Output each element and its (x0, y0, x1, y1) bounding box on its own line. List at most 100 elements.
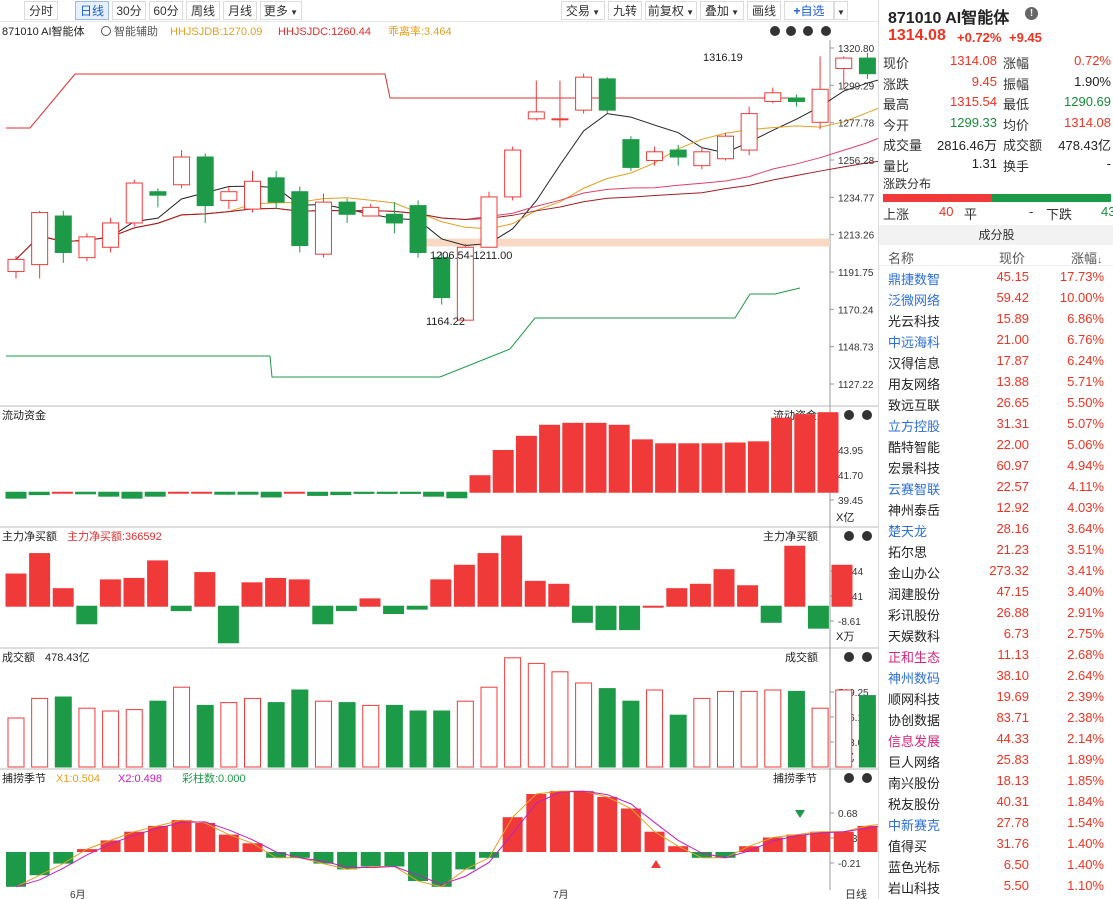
stock-row[interactable]: 南兴股份 18.13 1.85% (879, 771, 1113, 792)
stock-row[interactable]: 天娱数科 6.73 2.75% (879, 624, 1113, 645)
stock-name[interactable]: 致远互联 (888, 398, 941, 413)
draw-button[interactable]: 画线 (747, 1, 781, 20)
chart-area[interactable]: 871010 AI智能体 智能辅助 HHJSJDB:1270.09 HHJSJD… (0, 22, 878, 899)
stock-name[interactable]: 协创数据 (888, 713, 941, 728)
stock-row[interactable]: 金山办公 273.32 3.41% (879, 561, 1113, 582)
stock-name[interactable]: 岩山科技 (888, 881, 941, 896)
settings-icon[interactable] (862, 531, 872, 541)
stock-name[interactable]: 天娱数科 (888, 629, 941, 644)
stock-row[interactable]: 值得买 31.76 1.40% (879, 834, 1113, 855)
turnover-bar (291, 689, 309, 768)
stock-name[interactable]: 拓尔思 (888, 545, 928, 560)
stock-name[interactable]: 中远海科 (888, 335, 941, 350)
adjust-button[interactable]: 前复权 ▼ (645, 1, 697, 20)
stock-row[interactable]: 云赛智联 22.57 4.11% (879, 477, 1113, 498)
stock-row[interactable]: 润建股份 47.15 3.40% (879, 582, 1113, 603)
help-icon[interactable] (844, 773, 854, 783)
tab-intraday[interactable]: 分时 (24, 1, 58, 20)
stock-name[interactable]: 汉得信息 (888, 356, 941, 371)
stock-name[interactable]: 金山办公 (888, 566, 941, 581)
turnover-bar (693, 697, 711, 768)
stock-name[interactable]: 用友网络 (888, 377, 941, 392)
tab-weekly[interactable]: 周线 (186, 1, 220, 20)
tab-more[interactable]: 更多 ▼ (260, 1, 302, 20)
stock-name[interactable]: 神州泰岳 (888, 503, 941, 518)
season-bar (431, 852, 452, 887)
stock-row[interactable]: 神州泰岳 12.92 4.03% (879, 498, 1113, 519)
stock-row[interactable]: 楚天龙 28.16 3.64% (879, 519, 1113, 540)
stock-row[interactable]: 蓝色光标 6.50 1.40% (879, 855, 1113, 876)
settings-icon[interactable] (862, 652, 872, 662)
stock-name[interactable]: 信息发展 (888, 734, 941, 749)
stock-row[interactable]: 协创数据 83.71 2.38% (879, 708, 1113, 729)
stock-row[interactable]: 宏景科技 60.97 4.94% (879, 456, 1113, 477)
stock-name[interactable]: 顺网科技 (888, 692, 941, 707)
watchlist-dropdown[interactable]: ▼ (834, 1, 848, 20)
stock-name[interactable]: 楚天龙 (888, 524, 928, 539)
stock-name[interactable]: 鼎捷数智 (888, 272, 941, 287)
tab-30min[interactable]: 30分 (112, 1, 146, 20)
stock-name[interactable]: 彩讯股份 (888, 608, 941, 623)
help-icon[interactable] (844, 410, 854, 420)
settings-icon[interactable] (862, 410, 872, 420)
info-icon[interactable]: ! (1025, 7, 1038, 20)
col-price[interactable]: 现价 (999, 251, 1026, 266)
tab-monthly[interactable]: 月线 (223, 1, 257, 20)
stock-row[interactable]: 酷特智能 22.00 5.06% (879, 435, 1113, 456)
stock-name[interactable]: 神州数码 (888, 671, 941, 686)
col-name[interactable]: 名称 (888, 251, 915, 266)
stock-row[interactable]: 信息发展 44.33 2.14% (879, 729, 1113, 750)
season-bar (100, 840, 121, 852)
stock-row[interactable]: 彩讯股份 26.88 2.91% (879, 603, 1113, 624)
stock-row[interactable]: 立方控股 31.31 5.07% (879, 414, 1113, 435)
stock-row[interactable]: 拓尔思 21.23 3.51% (879, 540, 1113, 561)
stock-row[interactable]: 岩山科技 5.50 1.10% (879, 876, 1113, 897)
help-icon[interactable] (844, 652, 854, 662)
stock-name[interactable]: 光云科技 (888, 314, 941, 329)
zoom-out-icon[interactable] (786, 26, 796, 36)
help-icon[interactable] (821, 26, 831, 36)
stock-row[interactable]: 中新赛克 27.78 1.54% (879, 813, 1113, 834)
stock-name[interactable]: 正和生态 (888, 650, 941, 665)
stock-row[interactable]: 神州数码 38.10 2.64% (879, 666, 1113, 687)
stock-name[interactable]: 泛微网络 (888, 293, 941, 308)
stock-row[interactable]: 巨人网络 25.83 1.89% (879, 750, 1113, 771)
stock-row[interactable]: 正和生态 11.13 2.68% (879, 645, 1113, 666)
stock-name[interactable]: 税友股份 (888, 797, 941, 812)
stock-row[interactable]: 泛微网络 59.42 10.00% (879, 288, 1113, 309)
stock-row[interactable]: 光云科技 15.89 6.86% (879, 309, 1113, 330)
turnover-bar (196, 704, 214, 768)
stock-name[interactable]: 巨人网络 (888, 755, 941, 770)
settings-icon[interactable] (770, 26, 780, 36)
stock-row[interactable]: 汉得信息 17.87 6.24% (879, 351, 1113, 372)
stock-row[interactable]: 用友网络 13.88 5.71% (879, 372, 1113, 393)
stock-row[interactable]: 鼎捷数智 45.15 17.73% (879, 267, 1113, 288)
turnover-bar (551, 671, 569, 768)
season-bar (147, 825, 168, 852)
trade-button[interactable]: 交易 ▼ (561, 1, 605, 20)
zoom-in-icon[interactable] (803, 26, 813, 36)
col-change[interactable]: 涨幅↓ (1071, 248, 1102, 267)
stock-name[interactable]: 立方控股 (888, 419, 941, 434)
stock-name[interactable]: 酷特智能 (888, 440, 941, 455)
stock-name[interactable]: 值得买 (888, 839, 928, 854)
stock-name[interactable]: 南兴股份 (888, 776, 941, 791)
help-icon[interactable] (844, 531, 854, 541)
stock-change: 17.73% (1059, 269, 1104, 284)
tab-60min[interactable]: 60分 (149, 1, 183, 20)
stock-row[interactable]: 顺网科技 19.69 2.39% (879, 687, 1113, 708)
stock-name[interactable]: 润建股份 (888, 587, 941, 602)
settings-icon[interactable] (862, 773, 872, 783)
nine-turn-button[interactable]: 九转 (608, 1, 642, 20)
stock-row[interactable]: 致远互联 26.65 5.50% (879, 393, 1113, 414)
overlay-button[interactable]: 叠加 ▼ (700, 1, 744, 20)
stock-name[interactable]: 中新赛克 (888, 818, 941, 833)
add-watchlist-button[interactable]: +自选 (784, 1, 834, 20)
tab-daily[interactable]: 日线 (75, 1, 109, 20)
stock-row[interactable]: 税友股份 40.31 1.84% (879, 792, 1113, 813)
stock-name[interactable]: 宏景科技 (888, 461, 941, 476)
stock-name[interactable]: 云赛智联 (888, 482, 941, 497)
stock-row[interactable]: 中远海科 21.00 6.76% (879, 330, 1113, 351)
assist-toggle-icon[interactable] (101, 26, 111, 36)
stock-name[interactable]: 蓝色光标 (888, 860, 941, 875)
